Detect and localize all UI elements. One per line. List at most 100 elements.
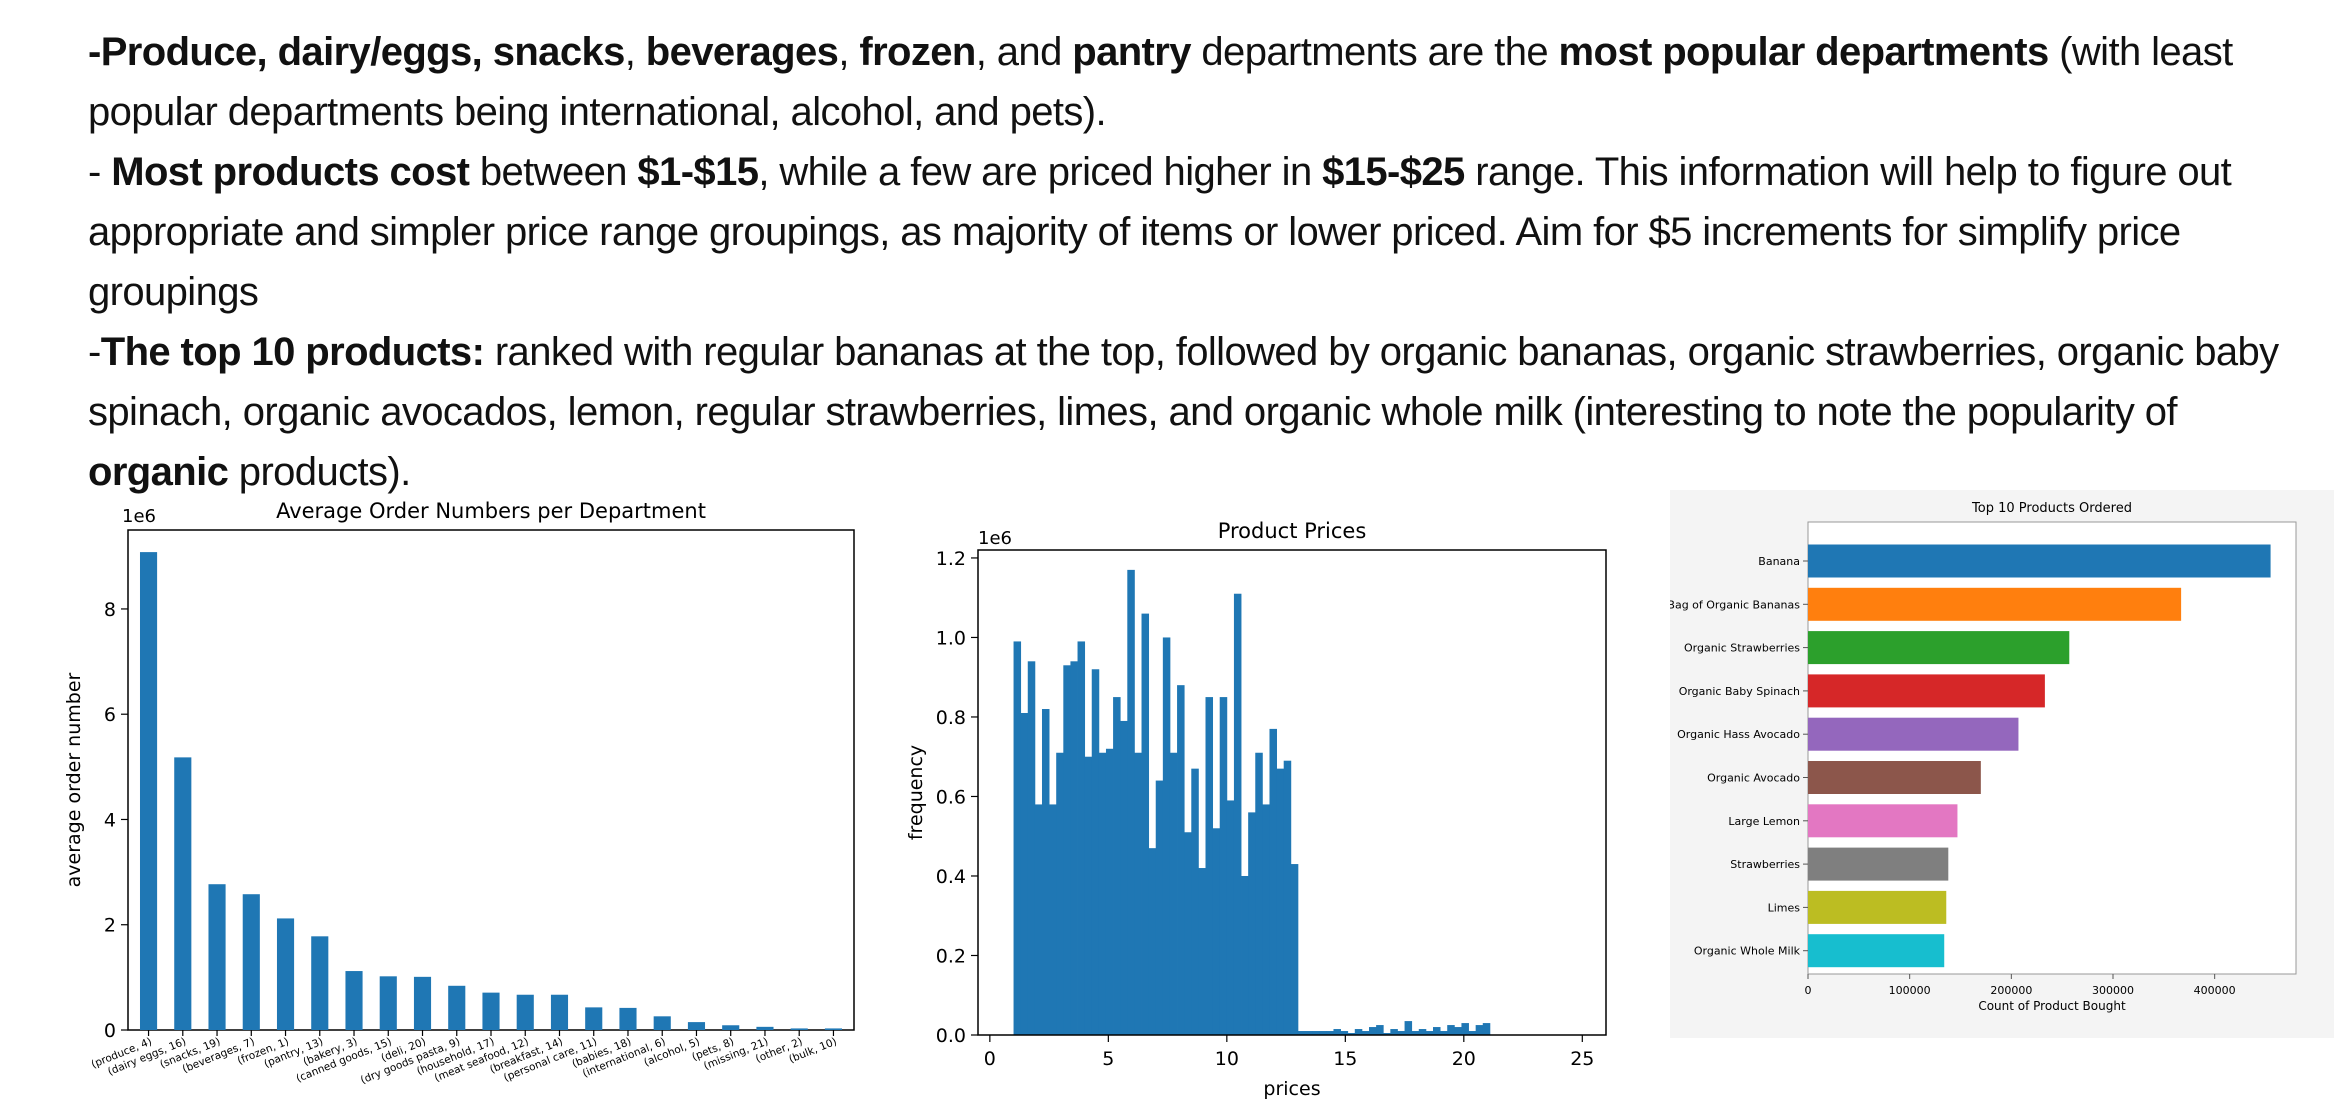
histogram-bin — [1454, 1027, 1462, 1035]
insight-departments-bold-2: beverages — [645, 30, 839, 74]
histogram-bin — [1177, 685, 1185, 1035]
plot-frame — [127, 529, 855, 1031]
histogram-bin — [1369, 1027, 1377, 1035]
histogram-bin — [1290, 864, 1299, 1035]
histogram-bin — [1312, 1031, 1320, 1035]
histogram-bin — [1041, 709, 1050, 1035]
histogram-bin — [1248, 812, 1256, 1035]
insight-departments-bold-5: most popular departments — [1558, 30, 2050, 74]
x-tick-label: 0 — [984, 1048, 996, 1070]
x-tick-label: 0 — [1805, 984, 1812, 997]
insight-departments-bold-1: -Produce, dairy/eggs, snacks — [88, 30, 625, 74]
bar — [756, 1026, 774, 1030]
y-tick-label: 1.2 — [936, 548, 966, 570]
insight-departments-bold-3: frozen — [859, 30, 976, 74]
bar — [242, 894, 260, 1030]
y-tick-label: Limes — [1768, 901, 1801, 914]
y-tick-label: 0 — [104, 1020, 116, 1042]
bar — [550, 994, 569, 1030]
histogram-bin — [1120, 720, 1128, 1035]
histogram-bin — [1461, 1023, 1469, 1035]
y-tick-label: 2 — [104, 915, 116, 937]
bar — [585, 1007, 603, 1030]
bar — [1808, 847, 1949, 881]
x-tick-label: 15 — [1333, 1048, 1357, 1070]
text-run: range. This information will help to fig… — [88, 150, 2232, 314]
bar — [687, 1022, 706, 1030]
y-tick-label: Organic Strawberries — [1684, 642, 1800, 655]
bar — [1808, 587, 2182, 621]
y-axis-label: frequency — [905, 745, 927, 840]
histogram-bin — [1027, 661, 1036, 1035]
bar — [1808, 804, 1958, 838]
x-tick-label: 25 — [1570, 1048, 1594, 1070]
histogram-bin — [1361, 1031, 1370, 1035]
insight-prices-bold-3: $15-$25 — [1322, 150, 1465, 194]
histogram-bin — [1425, 1031, 1434, 1035]
histogram-bin — [1155, 780, 1164, 1035]
histogram-bin — [1482, 1023, 1491, 1035]
bar — [276, 918, 295, 1030]
histogram-bin — [1333, 1029, 1341, 1035]
x-tick-label: 5 — [1102, 1048, 1114, 1070]
insight-top-products-bold-2: organic — [88, 450, 229, 494]
y-tick-label: Organic Baby Spinach — [1679, 685, 1800, 698]
text-separator: , — [838, 30, 860, 74]
histogram-bin — [1191, 768, 1199, 1035]
bar — [139, 552, 158, 1030]
histogram-bin — [1212, 828, 1221, 1035]
bar — [1808, 934, 1945, 968]
x-axis-label: Count of Product Bought — [1978, 999, 2126, 1013]
histogram-bin — [1148, 848, 1157, 1035]
bar — [448, 985, 466, 1030]
bar — [1808, 890, 1947, 924]
insight-top-products-bold-1: The top 10 products: — [100, 330, 485, 374]
y-tick-label: 0.6 — [936, 786, 966, 808]
bar — [482, 992, 500, 1030]
histogram-bin — [1020, 712, 1029, 1035]
histogram-bin — [1397, 1031, 1405, 1035]
text-run: between — [469, 150, 638, 194]
histogram-bin — [1383, 1033, 1391, 1035]
bar — [653, 1016, 671, 1030]
histogram-bin — [1255, 752, 1263, 1035]
text-run: - — [88, 330, 101, 374]
histogram-bin — [1433, 1027, 1441, 1035]
histogram-bin — [1084, 756, 1093, 1035]
histogram-bin — [1134, 752, 1142, 1035]
y-tick-label: 4 — [104, 809, 116, 831]
histogram-bin — [1077, 641, 1086, 1035]
bar — [1808, 717, 2019, 751]
histogram-bin — [1219, 697, 1228, 1035]
text-run: , and — [975, 30, 1073, 74]
histogram-bin — [1127, 569, 1135, 1035]
histogram-bin — [1440, 1031, 1448, 1035]
insight-prices-bold-2: $1-$15 — [637, 150, 759, 194]
histogram-bin — [1390, 1029, 1398, 1035]
histogram-bin — [1113, 697, 1121, 1035]
histogram-bin — [1283, 760, 1292, 1035]
bar — [516, 994, 534, 1030]
y-tick-label: Bag of Organic Bananas — [1670, 598, 1800, 611]
insight-prices-bold-1: Most products cost — [111, 150, 470, 194]
bar — [1808, 631, 2070, 665]
histogram-bin — [1354, 1029, 1363, 1035]
histogram-bin — [1105, 748, 1114, 1035]
histogram-bin — [1305, 1031, 1313, 1035]
histogram-bin — [1141, 613, 1150, 1035]
histogram-bin — [1063, 665, 1071, 1035]
histogram-bin — [1347, 1033, 1356, 1035]
histogram-bin — [1376, 1025, 1384, 1035]
x-tick-label: 100000 — [1889, 984, 1931, 997]
insights-text: -Produce, dairy/eggs, snacks, beverages,… — [88, 22, 2308, 502]
y-tick-label: Large Lemon — [1728, 815, 1800, 828]
histogram-bin — [1276, 768, 1285, 1035]
x-tick-label: 400000 — [2194, 984, 2236, 997]
histogram-bin — [1034, 804, 1043, 1035]
x-axis-label: prices — [1263, 1078, 1320, 1100]
y-tick-label: 0.8 — [936, 707, 966, 729]
histogram-bin — [1091, 669, 1100, 1035]
y-offset-label: 1e6 — [122, 506, 156, 527]
bar — [1808, 761, 1981, 794]
histogram-bin — [1233, 593, 1242, 1035]
